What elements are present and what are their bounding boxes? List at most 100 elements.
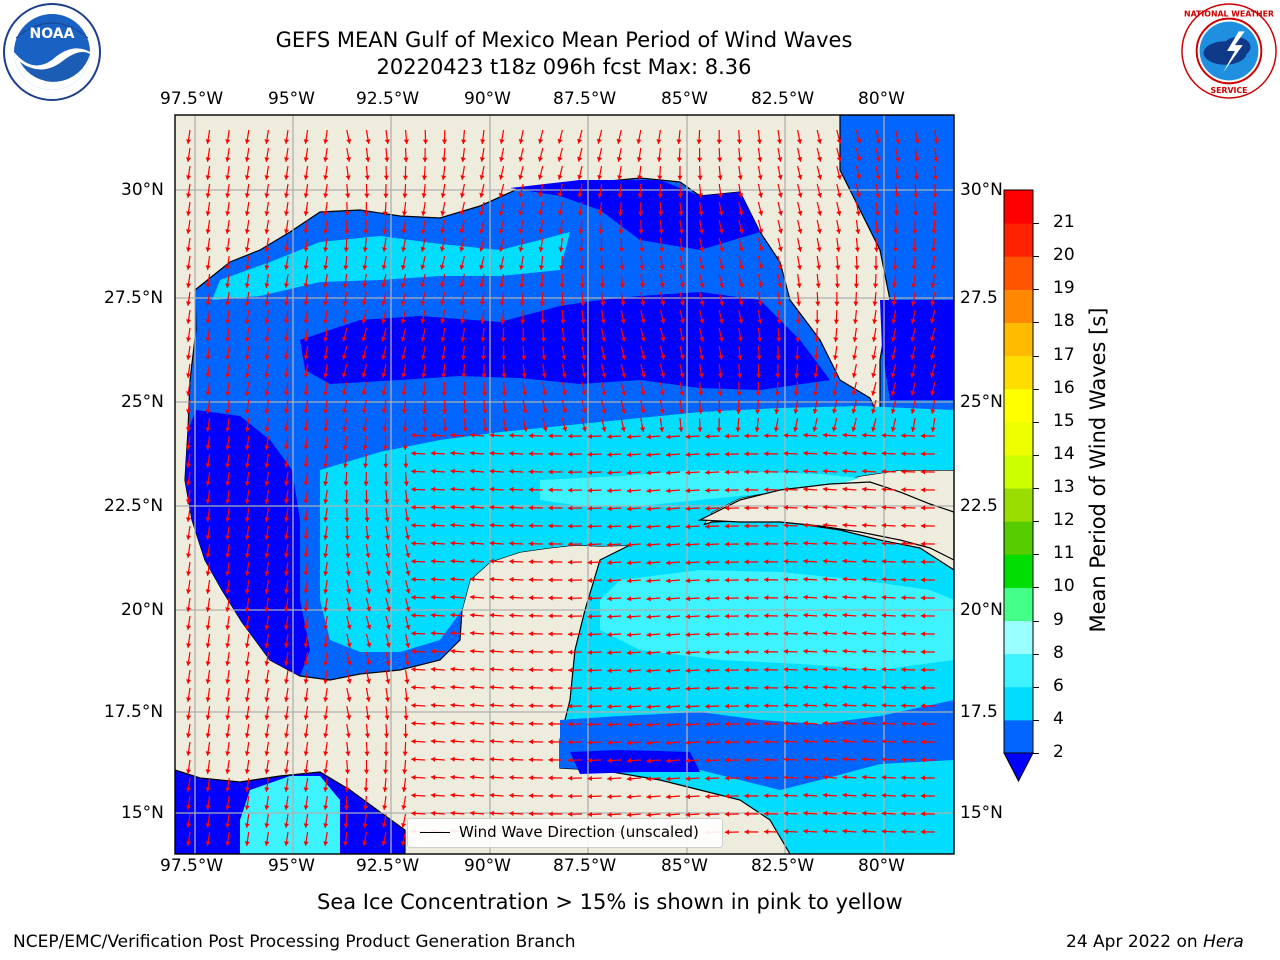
- wind-arrow-head: [323, 643, 329, 648]
- wind-arrow-head: [264, 481, 270, 486]
- wind-arrow-head: [430, 432, 436, 438]
- wind-arrow-head: [717, 373, 723, 378]
- wind-arrow-head: [542, 426, 548, 432]
- wind-arrow-head: [479, 210, 485, 216]
- wind-arrow-head: [411, 630, 416, 636]
- wind-arrow-head: [822, 594, 828, 600]
- wind-arrow-head: [421, 175, 428, 180]
- wind-arrow-head: [862, 576, 867, 582]
- wind-arrow-head: [440, 246, 445, 252]
- wind-arrow-head: [225, 247, 231, 252]
- wind-arrow-head: [303, 229, 309, 234]
- wind-arrow-head: [401, 409, 408, 414]
- wind-arrow-head: [685, 524, 691, 530]
- wind-arrow-head: [599, 283, 605, 288]
- wind-arrow-head: [783, 828, 788, 835]
- wind-arrow-head: [814, 337, 820, 342]
- wind-arrow-head: [659, 391, 665, 396]
- wind-arrow-head: [756, 139, 762, 144]
- wind-arrow-head: [548, 469, 553, 475]
- wind-arrow-head: [705, 505, 710, 511]
- wind-arrow-head: [705, 631, 710, 637]
- wind-arrow-head: [519, 301, 525, 306]
- wind-arrow-head: [264, 211, 270, 216]
- wind-arrow-head: [822, 630, 828, 636]
- wind-arrow-head: [666, 776, 671, 782]
- wind-arrow-head: [365, 553, 371, 558]
- wind-arrow-head: [489, 594, 495, 600]
- wind-arrow-head: [646, 614, 651, 620]
- wind-arrow-head: [509, 576, 514, 583]
- wind-arrow-head: [264, 697, 270, 702]
- wind-arrow-head: [244, 553, 250, 558]
- wind-arrow-head: [284, 841, 290, 846]
- wind-arrow-head: [881, 648, 886, 654]
- wind-arrow-head: [853, 301, 859, 306]
- wind-arrow-head: [803, 810, 808, 816]
- wind-arrow-head: [284, 373, 290, 378]
- wind-arrow-head: [580, 301, 586, 306]
- wind-arrow-head: [705, 757, 710, 763]
- wind-arrow-head: [764, 595, 769, 601]
- wind-arrow-head: [862, 792, 867, 798]
- wind-arrow-head: [724, 559, 730, 565]
- wind-arrow-head: [724, 577, 730, 583]
- wind-arrow-head: [660, 336, 666, 342]
- colorbar-tick-label: 20: [1053, 245, 1075, 266]
- wind-arrow-head: [901, 631, 906, 637]
- wind-arrow-head: [775, 355, 781, 360]
- wind-arrow-head: [186, 301, 192, 306]
- wind-arrow-head: [587, 649, 592, 655]
- wind-arrow-head: [405, 643, 411, 648]
- wind-arrow-head: [548, 613, 553, 619]
- wind-arrow-head: [724, 775, 730, 781]
- wind-arrow-head: [764, 811, 769, 817]
- wind-arrow-head: [716, 139, 722, 144]
- wind-arrow-head: [736, 409, 742, 414]
- wind-arrow-head: [244, 679, 250, 684]
- wind-arrow-head: [764, 667, 769, 673]
- wind-arrow-head: [930, 409, 936, 414]
- wind-arrow-head: [862, 540, 867, 546]
- wind-arrow-head: [931, 247, 937, 252]
- wind-arrow-head: [835, 265, 841, 270]
- wind-arrow-head: [666, 794, 671, 800]
- wind-arrow-head: [225, 427, 231, 432]
- wind-arrow-head: [813, 355, 819, 360]
- wind-arrow-head: [794, 355, 800, 360]
- wind-arrow-head: [411, 738, 416, 744]
- wind-arrow-head: [626, 488, 632, 494]
- wind-arrow-head: [920, 487, 926, 493]
- wind-arrow-head: [541, 373, 547, 378]
- colorbar-tick-mark: [1033, 488, 1039, 490]
- wind-arrow-head: [528, 469, 534, 475]
- wind-arrow-head: [626, 794, 632, 800]
- wind-arrow-head: [699, 247, 705, 252]
- wind-arrow-head: [489, 774, 495, 780]
- wind-arrow-head: [738, 228, 744, 234]
- wind-arrow-head: [470, 648, 475, 654]
- wind-arrow-head: [341, 354, 347, 360]
- wind-arrow-head: [244, 157, 250, 162]
- wind-arrow-head: [822, 576, 828, 582]
- wind-arrow-head: [568, 757, 573, 763]
- wind-arrow-head: [343, 265, 349, 270]
- wind-arrow-head: [797, 174, 803, 180]
- wind-arrow-head: [744, 559, 749, 565]
- wind-arrow-head: [422, 157, 428, 162]
- wind-arrow-head: [421, 391, 427, 396]
- wind-arrow-head: [528, 685, 534, 691]
- deep-blue-zone: [510, 180, 760, 250]
- wind-arrow-head: [764, 739, 769, 745]
- wind-arrow-head: [803, 504, 808, 510]
- wind-arrow-head: [822, 486, 828, 492]
- wind-arrow-head: [822, 738, 828, 744]
- wind-arrow-head: [660, 300, 666, 306]
- wind-arrow-head: [479, 157, 485, 162]
- wind-arrow-head: [607, 776, 612, 782]
- wind-arrow-head: [303, 355, 309, 360]
- wind-arrow-head: [568, 775, 573, 781]
- wind-arrow-head: [225, 139, 231, 144]
- wind-arrow-head: [744, 757, 749, 763]
- wind-arrow-head: [559, 283, 565, 288]
